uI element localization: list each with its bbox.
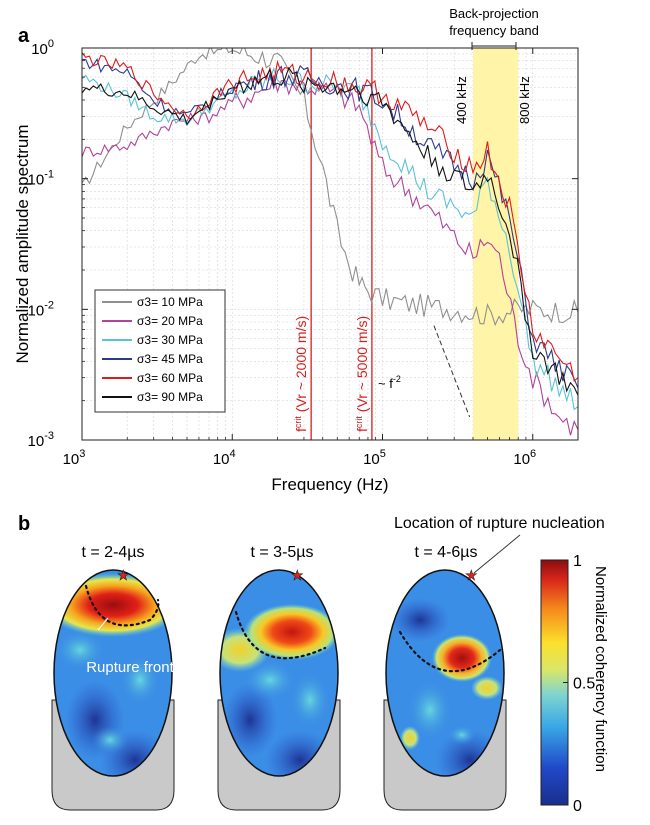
x-tick-label: 105	[363, 448, 386, 468]
series-lines	[82, 48, 578, 436]
map-3-time-label: t = 4-6µs	[414, 544, 477, 561]
colorbar-tick-label: 0.5	[573, 676, 595, 693]
y-tick-label: 10-3	[28, 430, 54, 450]
series-line-1	[82, 48, 578, 327]
colorbar-ticks: 00.51	[563, 553, 595, 815]
y-axis-ticks: 10-3 10-2 10-1 100	[28, 38, 578, 450]
series-line-2	[82, 74, 578, 436]
band-low-label: 400 kHz	[454, 76, 469, 124]
y-tick-label: 10-2	[28, 299, 54, 319]
band-title-line2: frequency band	[449, 23, 539, 38]
rupture-front-label: Rupture front	[86, 659, 174, 676]
crit-label-2: fcrit (Vr ~ 5000 m/s)	[354, 316, 370, 432]
y-axis-label: Normalized amplitude spectrum	[13, 124, 32, 363]
plot-frame	[81, 47, 579, 441]
star-icon: ★	[465, 567, 478, 583]
series-line-4	[82, 58, 578, 389]
critical-frequency-lines: fcrit (Vr ~ 2000 m/s) fcrit (Vr ~ 5000 m/…	[293, 48, 373, 440]
legend-label-4: σ3= 45 MPa	[137, 352, 203, 366]
map-2-time-label: t = 3-5µs	[250, 544, 313, 561]
nucleation-annotation: Location of rupture nucleation	[394, 515, 605, 532]
crit-label-1: fcrit (Vr ~ 2000 m/s)	[293, 316, 309, 432]
band-high-label: 800 kHz	[517, 76, 532, 124]
coherency-map-3: ★ t = 4-6µs Location of rupture nucleati…	[383, 515, 605, 811]
legend-label-1: σ3= 10 MPa	[137, 295, 203, 309]
panel-label-b: b	[18, 513, 30, 535]
colorbar-label: Normalized coherency function	[592, 566, 609, 772]
series-line-3	[82, 66, 578, 411]
x-axis-label: Frequency (Hz)	[271, 475, 388, 494]
legend-label-3: σ3= 30 MPa	[137, 333, 203, 347]
x-axis-ticks: 103 104 105 106	[63, 48, 579, 468]
coherency-map-1: ★ t = 2-4µs Rupture front	[51, 544, 175, 811]
x-tick-label: 104	[213, 448, 236, 468]
legend-label-6: σ3= 90 MPa	[137, 390, 203, 404]
colorbar: 00.51 Normalized coherency function	[540, 553, 609, 815]
legend-label-2: σ3= 20 MPa	[137, 314, 203, 328]
y-tick-label: 100	[31, 38, 54, 58]
star-icon: ★	[117, 567, 130, 583]
slope-annotation: ~ f-2	[378, 374, 401, 391]
series-line-5	[82, 52, 578, 382]
coherency-map-2: ★ t = 3-5µs	[217, 544, 341, 811]
legend: σ3= 10 MPa σ3= 20 MPa σ3= 30 MPa σ3= 45 MPa…	[94, 289, 226, 413]
star-icon: ★	[291, 567, 304, 583]
y-tick-label: 10-1	[28, 169, 54, 189]
colorbar-tick-label: 0	[573, 798, 582, 815]
x-tick-label: 106	[513, 448, 536, 468]
map-1-time-label: t = 2-4µs	[81, 544, 144, 561]
legend-label-5: σ3= 60 MPa	[137, 371, 203, 385]
panel-label-a: a	[18, 25, 30, 47]
band-title-line1: Back-projection	[449, 6, 539, 21]
slope-guide-line	[433, 325, 471, 418]
series-line-6	[82, 66, 578, 396]
band-width-arrow	[471, 42, 517, 50]
x-tick-label: 103	[63, 448, 86, 468]
colorbar-tick-label: 1	[573, 553, 582, 570]
